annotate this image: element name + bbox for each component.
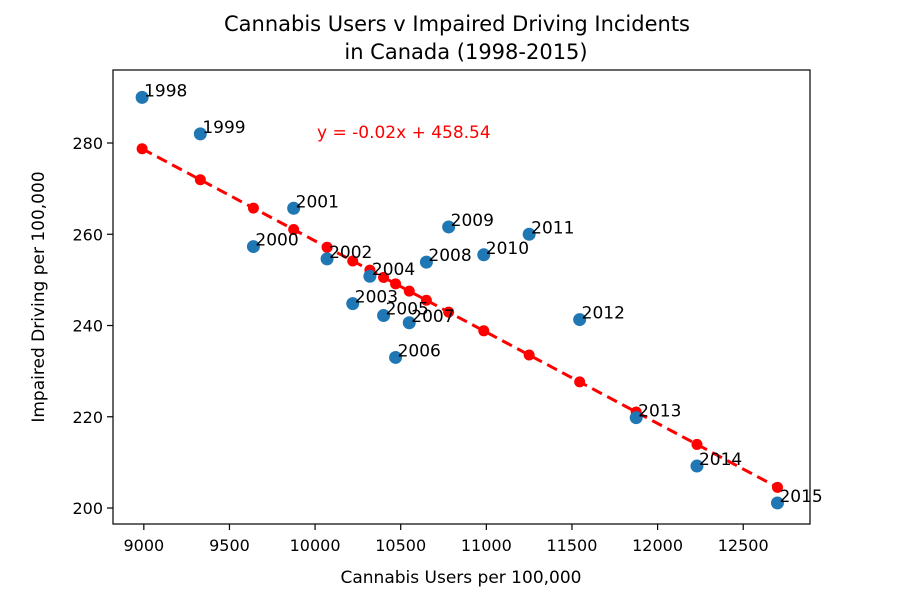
data-point-2009 [442,220,456,234]
fit-marker-2012 [574,376,586,388]
y-tick-label-260: 260 [72,225,103,244]
point-label-2008: 2008 [428,246,471,266]
point-labels-layer: 1998 1999 2000 2001 2002 2003 2004 2005 2006 2007… [144,81,823,507]
data-point-1999 [193,127,207,141]
data-point-2010 [477,248,491,262]
data-point-2004 [363,269,377,283]
point-label-2003: 2003 [355,288,398,308]
x-tick-label-11000: 11000 [461,536,512,555]
fit-marker-2003 [347,255,359,267]
fit-marker-2007 [403,285,415,297]
data-point-2003 [346,297,360,311]
point-label-1999: 1999 [202,118,245,138]
fit-marker-2002 [321,241,333,253]
y-tick-label-240: 240 [72,317,103,336]
fit-marker-2006 [390,278,402,290]
x-tick-label-9000: 9000 [123,536,164,555]
y-tick-label-200: 200 [72,499,103,518]
regression-line [141,147,779,489]
fit-marker-2015 [771,481,783,493]
x-tick-label-10500: 10500 [375,536,426,555]
data-point-2007 [402,316,416,330]
fit-marker-2001 [288,224,300,236]
x-tick-label-9500: 9500 [209,536,250,555]
data-point-2014 [690,459,704,473]
point-label-2004: 2004 [372,260,415,280]
fit-marker-2005 [378,271,390,283]
point-label-2015: 2015 [779,487,822,507]
fit-marker-1999 [194,174,206,186]
point-label-2007: 2007 [411,307,454,327]
fit-marker-2000 [247,202,259,214]
y-tick-label-280: 280 [72,134,103,153]
plot-area-frame [112,69,811,525]
fit-marker-2008 [420,294,432,306]
data-point-2000 [246,240,260,254]
y-tick-label-220: 220 [72,408,103,427]
regression-equation: y = -0.02x + 458.54 [317,123,491,143]
data-point-2001 [287,201,301,215]
point-label-2013: 2013 [638,402,681,422]
x-tick-label-10000: 10000 [290,536,341,555]
data-point-2006 [389,350,403,364]
point-label-2000: 2000 [255,231,298,251]
regression-line-layer [136,143,783,493]
x-tick-label-12500: 12500 [718,536,769,555]
data-point-2011 [522,227,536,241]
x-axis-ticks: 9000 9500 10000 10500 11000 11500 12000 12500 [123,524,769,555]
point-label-2009: 2009 [451,211,494,231]
point-label-2012: 2012 [582,304,625,324]
point-label-2011: 2011 [531,218,574,238]
x-tick-label-12000: 12000 [632,536,683,555]
fit-marker-1998 [136,143,148,155]
chart-title-line2: in Canada (1998-2015) [344,40,587,64]
point-label-2014: 2014 [699,450,742,470]
point-label-2010: 2010 [486,239,529,259]
x-axis-label: Cannabis Users per 100,000 [341,568,582,588]
fit-marker-2010 [478,325,490,337]
y-axis-ticks: 200 220 240 260 280 [72,134,113,518]
data-points-layer [135,90,784,510]
point-label-2002: 2002 [329,243,372,263]
point-label-2006: 2006 [398,341,441,361]
data-point-2002 [320,252,334,266]
fit-marker-2014 [691,438,703,450]
data-point-2005 [377,308,391,322]
fit-marker-2011 [523,349,535,361]
point-label-2005: 2005 [386,299,429,319]
data-point-1998 [135,90,149,104]
chart-title-line1: Cannabis Users v Impaired Driving Incide… [224,12,690,36]
point-label-2001: 2001 [296,192,339,212]
fit-marker-2009 [443,306,455,318]
point-label-1998: 1998 [144,81,187,101]
y-axis-label: Impaired Driving per 100,000 [29,171,49,422]
x-tick-label-11500: 11500 [547,536,598,555]
data-point-2013 [629,411,643,425]
data-point-2008 [419,255,433,269]
data-point-2012 [573,313,587,327]
data-point-2015 [770,496,784,510]
